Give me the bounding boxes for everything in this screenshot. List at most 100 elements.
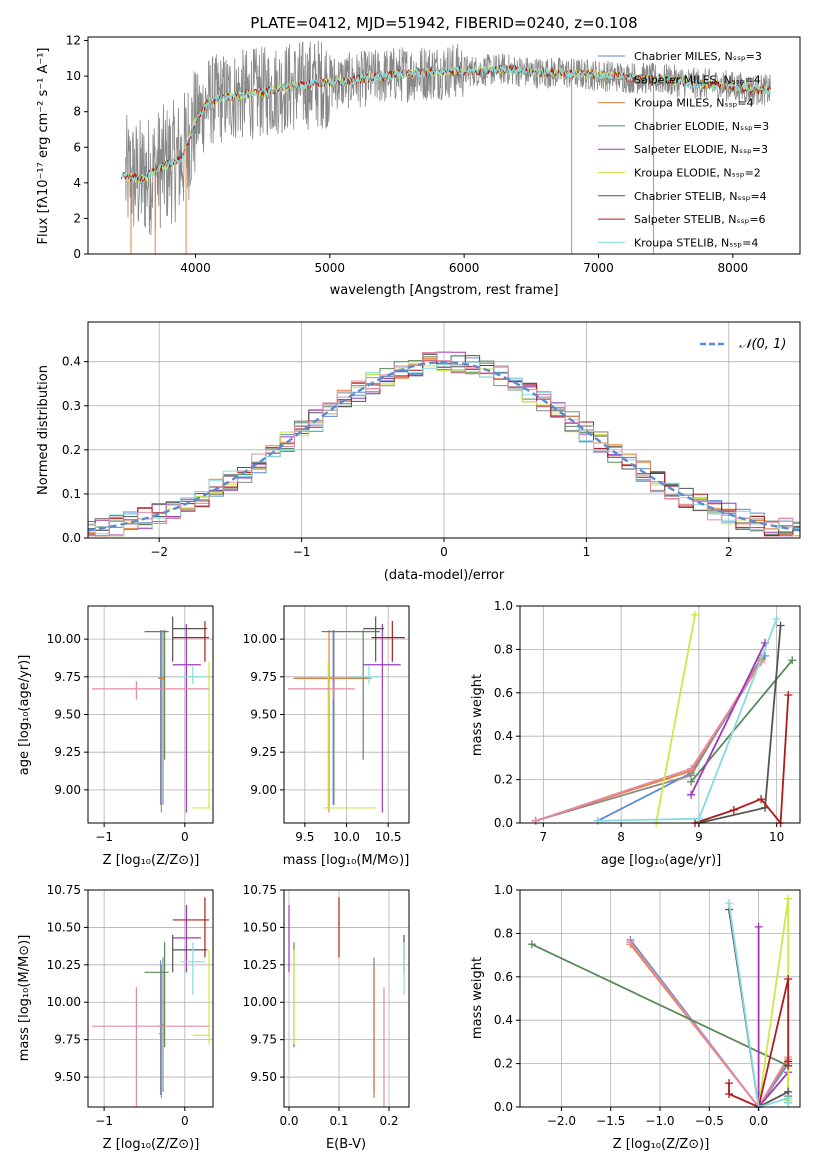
y-tick-label: 9.25 (54, 745, 81, 759)
x-tick-label: −1.5 (596, 1114, 625, 1128)
x-tick-label: 1 (583, 545, 591, 559)
normal-curve-legend-label: 𝒩(0, 1) (739, 337, 786, 352)
spectrum-xlabel: wavelength [Angstrom, rest frame] (330, 283, 559, 298)
weight-marker-kroupa_elodie (784, 894, 793, 903)
y-tick-label: 9.00 (54, 783, 81, 797)
y-tick-label: 0.6 (494, 686, 513, 700)
y-tick-label: 9.75 (54, 670, 81, 684)
weight-marker-salpeter_stelib (757, 795, 766, 804)
y-tick-label: 0.2 (62, 443, 81, 457)
legend-label-chabrier_miles: Chabrier MILES, Nₛₛₚ=3 (634, 50, 762, 63)
y-tick-label: 4 (73, 176, 81, 190)
x-tick-label: 2 (725, 545, 733, 559)
x-tick-label: 10.0 (333, 830, 360, 844)
x-tick-label: 8000 (718, 261, 749, 275)
y-tick-label: 0.4 (494, 1013, 513, 1027)
age-z-ylabel: age [log₁₀(age/yr)] (17, 655, 32, 776)
residuals-xlabel: (data-model)/error (384, 568, 505, 583)
y-tick-label: 9.50 (54, 708, 81, 722)
weight-marker-chabrier_stelib (776, 621, 785, 630)
spectrum-legend: Chabrier MILES, Nₛₛₚ=3 Salpeter MILES, Nₛ… (598, 50, 769, 249)
x-tick-label: 8 (617, 830, 625, 844)
weight-marker-chabrier_elodie (788, 656, 797, 665)
mass-vs-ebv-panel: 0.0 0.1 0.2 9.50 9.75 10.00 10.25 10.50 10.75 (243, 883, 410, 1128)
x-tick-label: −1.0 (645, 1114, 674, 1128)
panel-frame (87, 889, 214, 1108)
y-tick-label: 9.00 (250, 783, 277, 797)
y-tick-label: 10.25 (243, 958, 277, 972)
x-tick-label: 6000 (449, 261, 480, 275)
y-tick-label: 8 (73, 105, 81, 119)
weight-marker-chabrier_elodie (527, 940, 536, 949)
x-tick-label: 0 (440, 545, 448, 559)
y-tick-label: 0.8 (494, 926, 513, 940)
x-tick-label: 10.5 (375, 830, 402, 844)
y-tick-label: 10.75 (243, 883, 277, 897)
y-tick-label: 0.0 (62, 531, 81, 545)
weight-vs-metallicity-panel: −2.0 −1.5 −1.0 −0.5 0.0 0.0 0.2 0.4 0.6 0.8 1.0 (494, 883, 801, 1128)
error-bars (288, 897, 405, 1107)
x-tick-label: 7 (540, 830, 548, 844)
y-tick-label: 0.0 (494, 816, 513, 830)
x-tick-label: −1 (293, 545, 311, 559)
residual-histogram-kroupa_stelib (88, 361, 800, 535)
grid-lines (284, 606, 409, 823)
x-tick-label: 0 (181, 1114, 189, 1128)
y-tick-label: 9.75 (250, 670, 277, 684)
x-tick-label: −1 (95, 830, 113, 844)
x-tick-label: 5000 (315, 261, 346, 275)
error-bars (92, 897, 211, 1107)
spectrum-ylabel: Flux [fλ10⁻¹⁷ erg cm⁻² s⁻¹ A⁻¹] (36, 48, 51, 245)
x-tick-label: 0 (181, 830, 189, 844)
x-tick-label: 10 (769, 830, 784, 844)
weight-z-ylabel: mass weight (470, 957, 485, 1039)
legend-label-kroupa_elodie: Kroupa ELODIE, Nₛₛₚ=2 (634, 167, 761, 180)
x-tick-label: 0.2 (379, 1114, 398, 1128)
weight-marker-salpeter_stelib (784, 1061, 793, 1070)
weight-marker-chabrier_elodie (687, 777, 696, 786)
weight-marker-salpeter_elodie (687, 790, 696, 799)
y-tick-label: 10.50 (47, 920, 81, 934)
weight-line-salpeter_elodie (690, 642, 766, 796)
y-tick-label: 0 (73, 247, 81, 261)
spectrum-frame (87, 36, 801, 255)
residuals-panel: −2 −1 0 1 2 0.0 0.1 0.2 0.3 0.4 (data-model)/erro… (36, 321, 801, 583)
y-tick-label: 0.4 (494, 729, 513, 743)
y-tick-label: 0.1 (62, 487, 81, 501)
y-tick-label: 0.0 (494, 1100, 513, 1114)
y-tick-label: 9.50 (250, 1070, 277, 1084)
y-tick-label: 6 (73, 140, 81, 154)
y-tick-label: 12 (66, 34, 81, 48)
x-tick-label: −2.0 (547, 1114, 576, 1128)
age-vs-mass-panel: 9.5 10.0 10.5 9.00 9.25 9.50 9.75 10.00 (243, 605, 410, 844)
y-tick-label: 9.50 (54, 1070, 81, 1084)
y-tick-label: 0.6 (494, 970, 513, 984)
weight-age-ylabel: mass weight (470, 674, 485, 756)
age-mass-xlabel: mass [log₁₀(M/M⊙)] (283, 853, 410, 868)
weight-marker-kroupa_stelib (725, 899, 734, 908)
y-tick-label: 0.3 (62, 399, 81, 413)
weight-marker-salpeter_stelib (729, 805, 738, 814)
x-tick-label: 9.5 (295, 830, 314, 844)
residuals-ylabel: Normed distribution (36, 365, 51, 495)
weight-vs-age-panel: 7 8 9 10 0.0 0.2 0.4 0.6 0.8 1.0 (494, 599, 801, 844)
residuals-legend: 𝒩(0, 1) (700, 337, 786, 352)
y-tick-label: 10.00 (47, 632, 81, 646)
mass-ebv-xlabel: E(B-V) (326, 1137, 366, 1152)
weight-marker-pink (626, 938, 635, 947)
x-tick-label: 0.0 (749, 1114, 768, 1128)
y-tick-label: 0.2 (494, 773, 513, 787)
legend-label-salpeter_miles: Salpeter MILES, Nₛₛₚ=4 (634, 73, 761, 86)
x-tick-label: 4000 (180, 261, 211, 275)
age-vs-metallicity-panel: −1 0 9.00 9.25 9.50 9.75 10.00 (47, 605, 214, 844)
grid-lines (88, 889, 213, 1107)
y-tick-label: 1.0 (494, 599, 513, 613)
weight-marker-kroupa_stelib (772, 615, 781, 624)
y-tick-label: 0.2 (494, 1057, 513, 1071)
normal-curve (87, 360, 801, 532)
weight-z-xlabel: Z [log₁₀(Z/Z⊙)] (613, 1137, 710, 1152)
legend-label-kroupa_stelib: Kroupa STELIB, Nₛₛₚ=4 (634, 236, 758, 249)
y-tick-label: 0.8 (494, 642, 513, 656)
legend-label-salpeter_elodie: Salpeter ELODIE, Nₛₛₚ=3 (634, 143, 768, 156)
y-tick-label: 9.50 (250, 708, 277, 722)
